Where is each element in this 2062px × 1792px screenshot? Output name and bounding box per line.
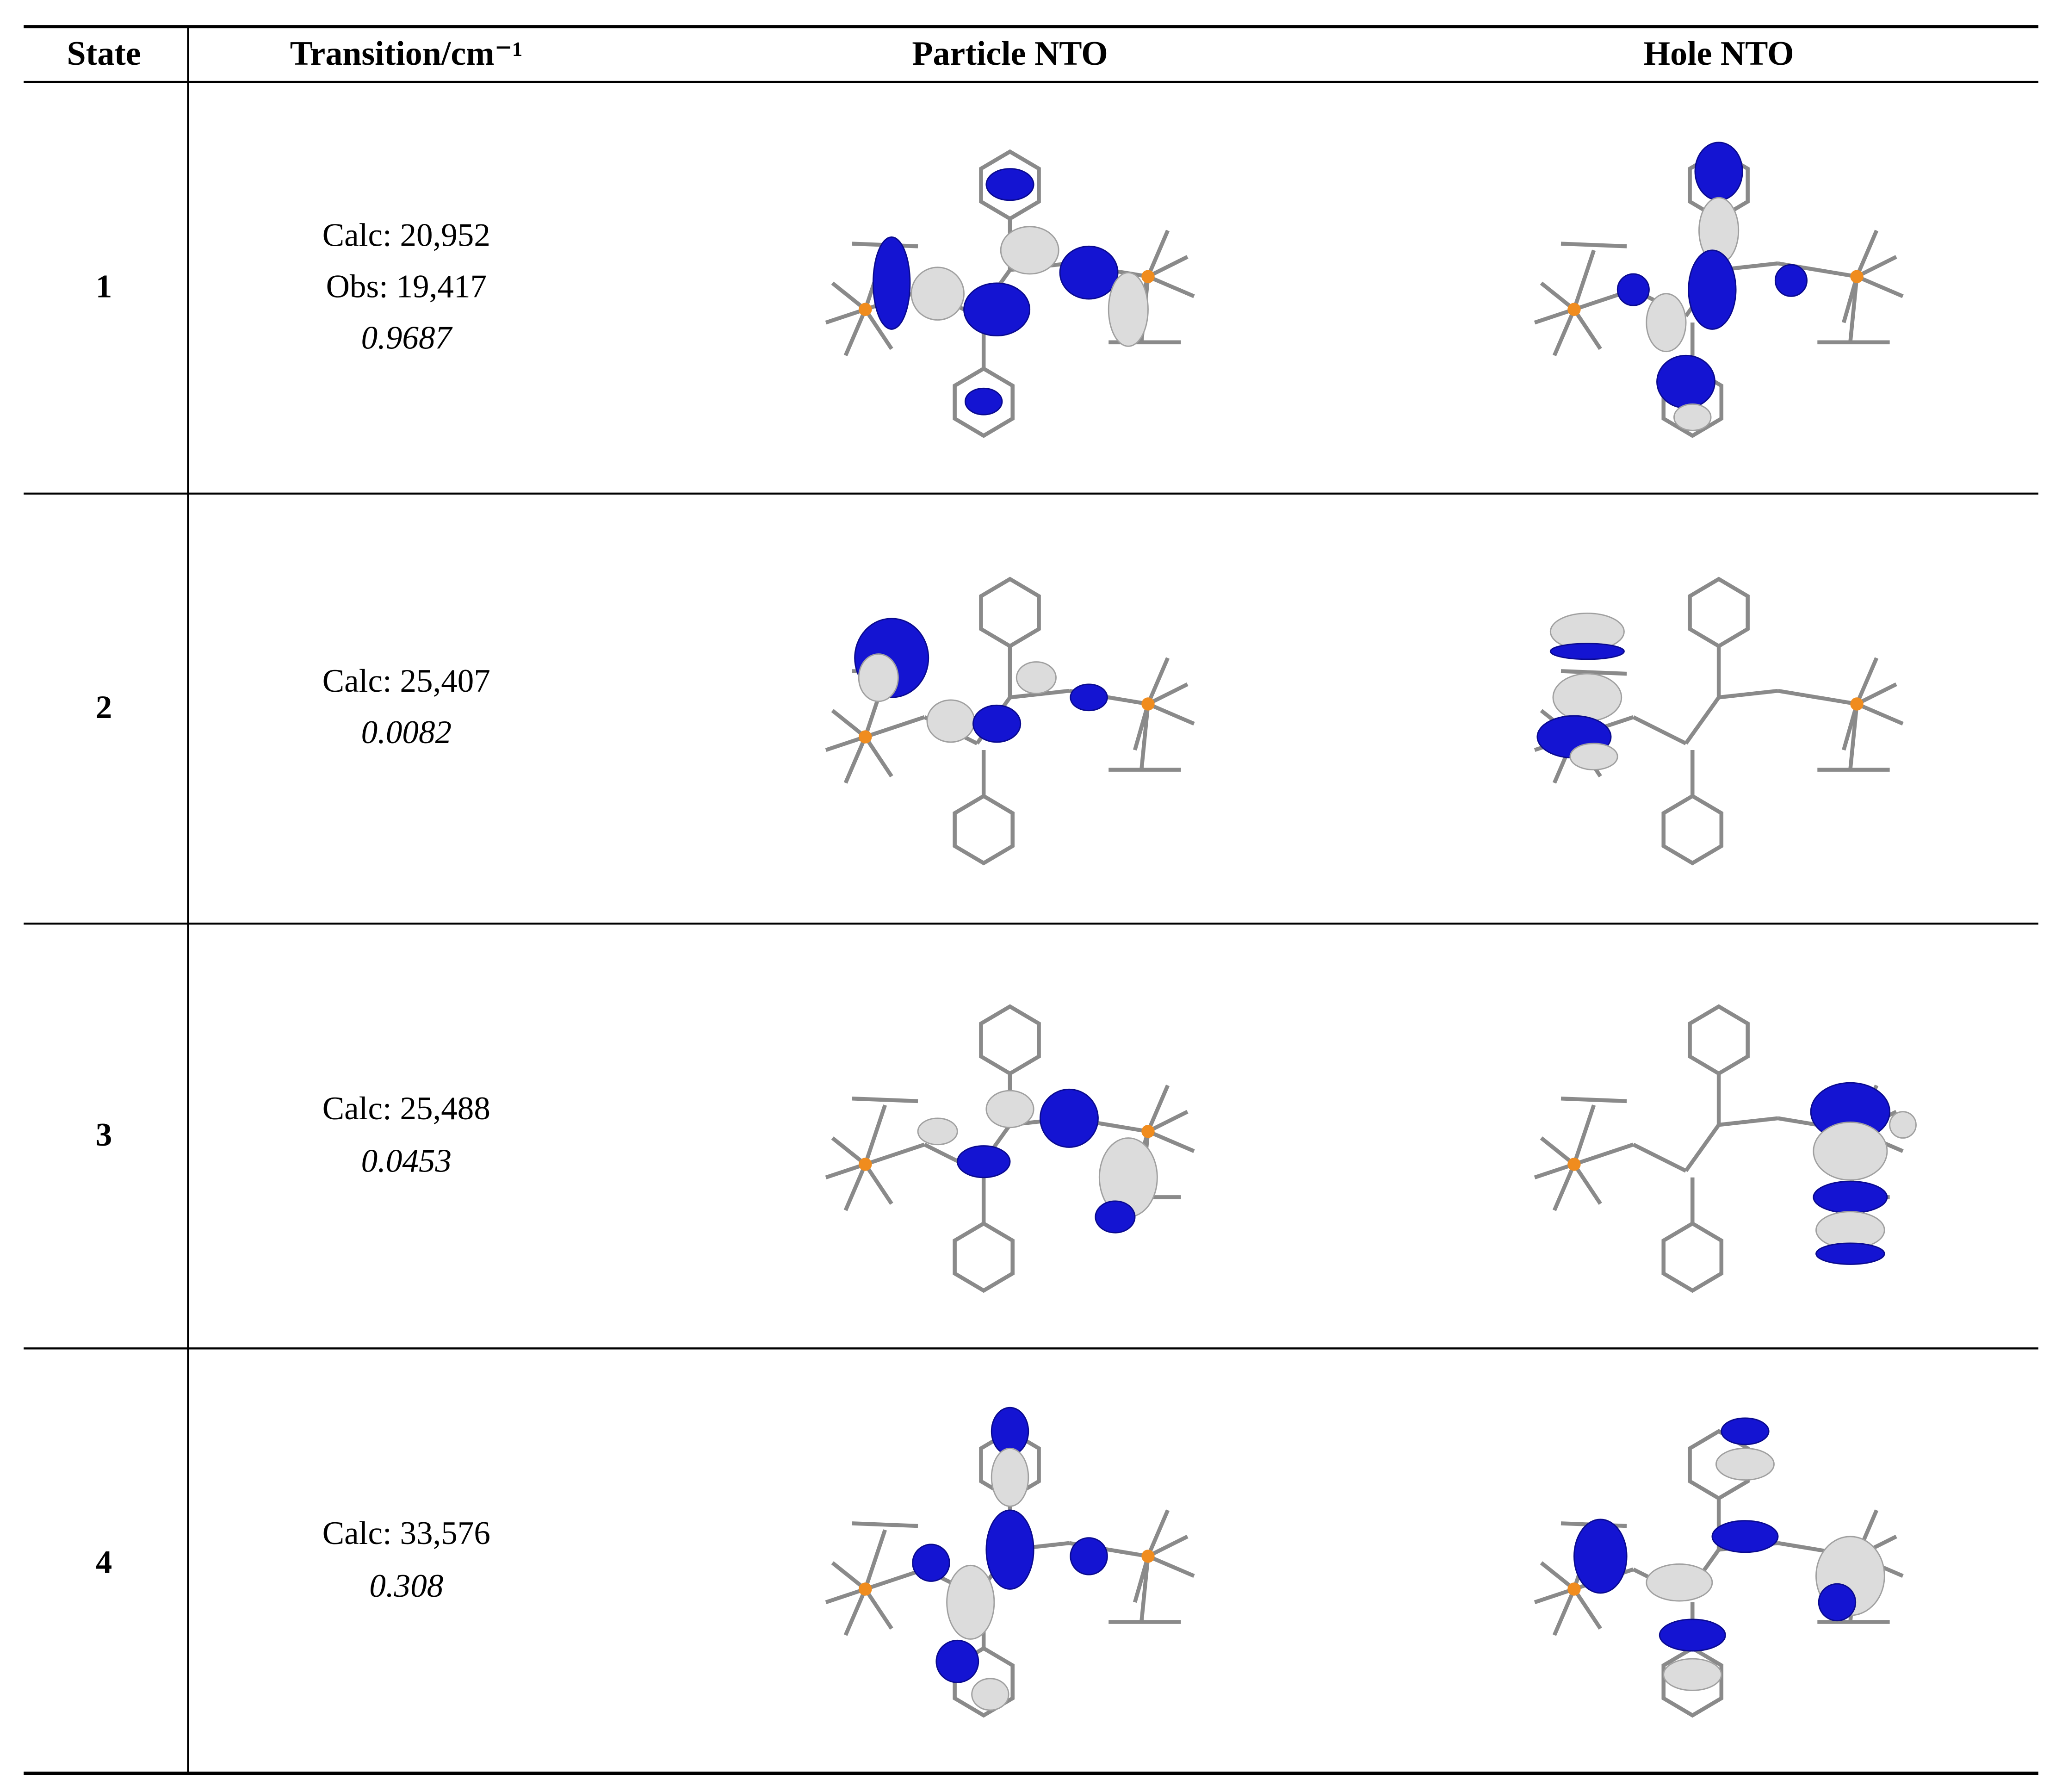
particle-nto-image [826,1407,1194,1715]
hole-nto-image [1535,1417,1903,1715]
transition-line: Obs: 19,417 [326,268,487,304]
state-cell: 2 [96,689,112,725]
header-cell: Particle NTO [912,34,1108,72]
transition-line: Calc: 20,952 [322,217,490,254]
particle-nto-image [826,1006,1194,1290]
oscillator-strength: 0.9687 [361,320,453,356]
oscillator-strength: 0.308 [369,1568,443,1604]
state-cell: 4 [96,1544,112,1581]
particle-nto-image [826,152,1194,436]
header-cell: Hole NTO [1644,34,1794,72]
particle-nto-image [826,579,1194,863]
header-cell: State [67,34,141,72]
oscillator-strength: 0.0453 [361,1143,452,1179]
hole-nto-image [1535,142,1903,436]
oscillator-strength: 0.0082 [361,714,452,750]
state-cell: 1 [96,268,112,304]
transition-line: Calc: 33,576 [322,1515,490,1551]
hole-nto-image [1535,1006,1917,1290]
state-cell: 3 [96,1117,112,1153]
header-cell: Transition/cm⁻¹ [290,34,523,72]
hole-nto-image [1535,579,1903,863]
transition-line: Calc: 25,488 [322,1091,490,1127]
transition-line: Calc: 25,407 [322,663,490,699]
